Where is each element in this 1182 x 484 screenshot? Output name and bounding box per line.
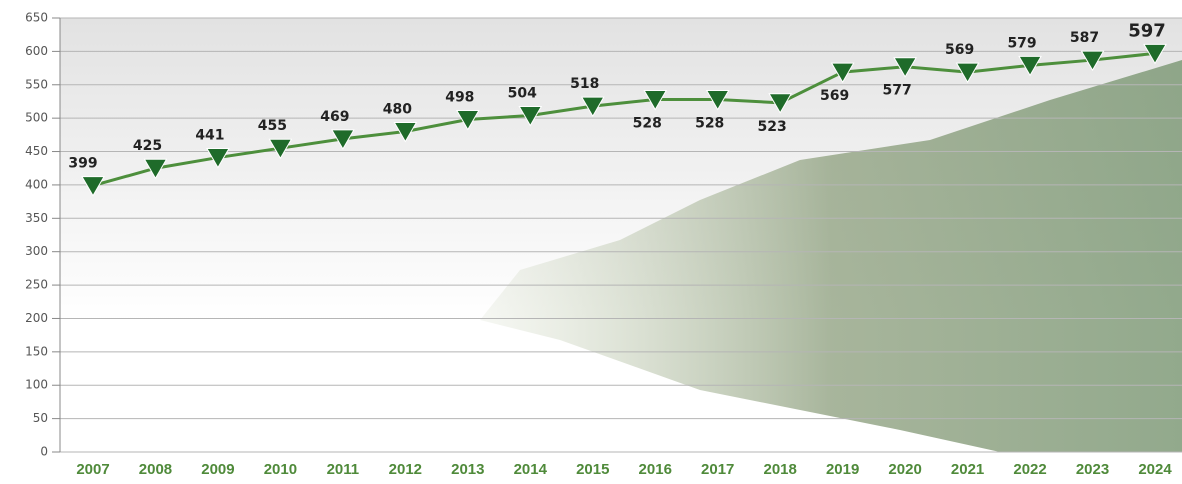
y-tick-label: 350 xyxy=(25,211,48,225)
y-tick-label: 200 xyxy=(25,311,48,325)
x-tick-label: 2008 xyxy=(139,461,172,478)
data-label: 587 xyxy=(1070,30,1099,46)
y-tick-label: 250 xyxy=(25,278,48,292)
data-label: 597 xyxy=(1128,20,1166,41)
x-tick-label: 2013 xyxy=(451,461,484,478)
data-label: 523 xyxy=(758,119,787,135)
x-tick-label: 2015 xyxy=(576,461,609,478)
chart: 0 50 100 150 200 250 300 350 400 450 500 550 600 650 2… xyxy=(0,0,1182,484)
y-tick-label: 500 xyxy=(25,111,48,125)
x-tick-label: 2022 xyxy=(1013,461,1046,478)
y-tick-label: 550 xyxy=(25,77,48,91)
y-tick-label: 100 xyxy=(25,378,48,392)
y-tick-label: 650 xyxy=(25,11,48,25)
x-tick-label: 2018 xyxy=(763,461,796,478)
y-tick-label: 600 xyxy=(25,44,48,58)
data-label: 528 xyxy=(695,115,724,131)
data-label: 569 xyxy=(945,42,974,58)
x-tick-label: 2024 xyxy=(1138,461,1172,478)
data-label: 577 xyxy=(883,83,912,99)
x-tick-label: 2007 xyxy=(76,461,109,478)
data-label: 441 xyxy=(195,128,224,144)
x-tick-label: 2009 xyxy=(201,461,234,478)
data-label: 498 xyxy=(445,89,474,105)
x-tick-label: 2017 xyxy=(701,461,734,478)
data-label: 518 xyxy=(570,76,599,92)
data-label: 399 xyxy=(68,156,97,172)
x-tick-label: 2020 xyxy=(888,461,921,478)
data-label: 579 xyxy=(1007,35,1036,51)
y-tick-label: 400 xyxy=(25,177,48,191)
x-tick-label: 2023 xyxy=(1076,461,1109,478)
x-tick-label: 2011 xyxy=(327,461,360,478)
y-tick-label: 0 xyxy=(40,445,48,459)
data-label: 504 xyxy=(508,85,537,101)
y-tick-label: 150 xyxy=(25,344,48,358)
y-tick-label: 450 xyxy=(25,144,48,158)
x-tick-label: 2016 xyxy=(639,461,672,478)
data-label: 480 xyxy=(383,102,412,118)
data-label: 528 xyxy=(633,115,662,131)
data-label: 569 xyxy=(820,88,849,104)
x-tick-label: 2012 xyxy=(389,461,422,478)
x-tick-label: 2010 xyxy=(264,461,297,478)
data-label: 455 xyxy=(258,118,287,134)
data-label: 469 xyxy=(320,109,349,125)
data-label: 425 xyxy=(133,138,162,154)
x-tick-label: 2021 xyxy=(951,461,984,478)
x-tick-label: 2014 xyxy=(514,461,548,478)
y-tick-label: 300 xyxy=(25,244,48,258)
y-tick-label: 50 xyxy=(33,411,48,425)
x-tick-label: 2019 xyxy=(826,461,859,478)
